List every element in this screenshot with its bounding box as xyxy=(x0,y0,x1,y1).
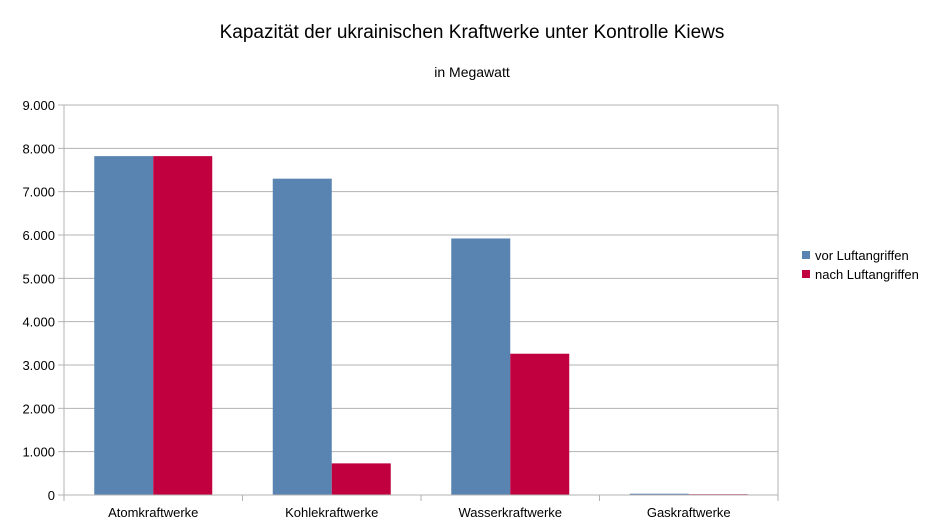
y-tick-label: 2.000 xyxy=(22,401,55,416)
legend-label: vor Luftangriffen xyxy=(815,248,909,263)
legend-swatch xyxy=(802,270,810,278)
x-axis-categories: Atomkraftwerke Kohlekraftwerke Wasserkraft… xyxy=(108,505,731,520)
y-tick-label: 0 xyxy=(48,488,55,503)
y-tick-label: 6.000 xyxy=(22,228,55,243)
bar xyxy=(629,493,689,495)
y-tick-label: 7.000 xyxy=(22,185,55,200)
y-tick-label: 9.000 xyxy=(22,98,55,113)
chart-title: Kapazität der ukrainischen Kraftwerke un… xyxy=(220,22,725,43)
bar xyxy=(153,156,213,495)
bar xyxy=(272,178,332,495)
x-category-label: Wasserkraftwerke xyxy=(458,505,562,520)
y-axis-ticks: 0 1.000 2.000 3.000 4.000 5.000 6.000 7.000 8.00… xyxy=(22,98,55,503)
y-tick-label: 3.000 xyxy=(22,358,55,373)
y-tick-label: 4.000 xyxy=(22,315,55,330)
y-tick-label: 5.000 xyxy=(22,271,55,286)
x-category-label: Gaskraftwerke xyxy=(647,505,731,520)
bar xyxy=(94,156,154,495)
bar xyxy=(510,353,570,495)
bars xyxy=(64,156,778,496)
legend: vor Luftangriffen nach Luftangriffen xyxy=(802,248,919,282)
x-category-label: Atomkraftwerke xyxy=(108,505,198,520)
x-category-label: Kohlekraftwerke xyxy=(285,505,378,520)
bar xyxy=(331,463,391,495)
chart-subtitle: in Megawatt xyxy=(434,64,510,80)
y-tick-label: 1.000 xyxy=(22,445,55,460)
bar xyxy=(451,238,511,495)
y-tick-label: 8.000 xyxy=(22,141,55,156)
legend-label: nach Luftangriffen xyxy=(815,267,919,282)
legend-swatch xyxy=(802,251,810,259)
